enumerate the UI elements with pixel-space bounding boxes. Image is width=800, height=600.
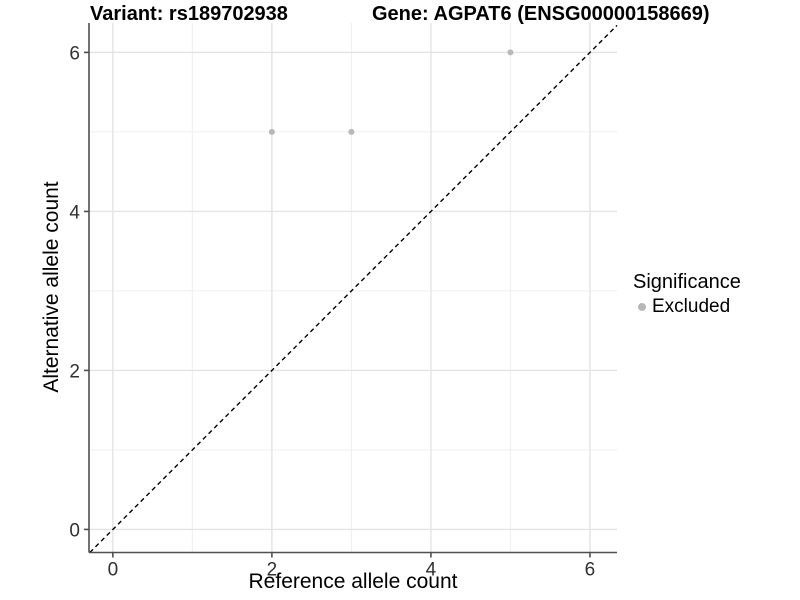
- x-tick-label: 4: [426, 560, 437, 581]
- plot-title-gene: Gene: AGPAT6 (ENSG00000158669): [372, 3, 710, 25]
- legend: Significance Excluded: [633, 271, 741, 318]
- data-point: [507, 49, 514, 56]
- plot-title-variant: Variant: rs189702938: [90, 3, 288, 25]
- x-tick-label: 2: [267, 560, 278, 581]
- y-tick-label: 4: [69, 202, 80, 223]
- y-tick-label: 2: [69, 361, 80, 382]
- x-tick-label: 0: [108, 560, 119, 581]
- y-tick-label: 6: [69, 43, 80, 64]
- legend-item-excluded: Excluded: [638, 296, 741, 318]
- legend-item-label: Excluded: [652, 296, 731, 317]
- x-tick-label: 6: [585, 560, 596, 581]
- x-axis-title: Reference allele count: [248, 570, 458, 593]
- excluded-point-icon: [638, 303, 646, 311]
- data-point: [268, 128, 275, 135]
- legend-title: Significance: [633, 271, 741, 293]
- y-axis-title: Alternative allele count: [40, 181, 63, 393]
- identity-line: [89, 24, 618, 553]
- data-point: [348, 128, 355, 135]
- y-tick-label: 0: [69, 520, 80, 541]
